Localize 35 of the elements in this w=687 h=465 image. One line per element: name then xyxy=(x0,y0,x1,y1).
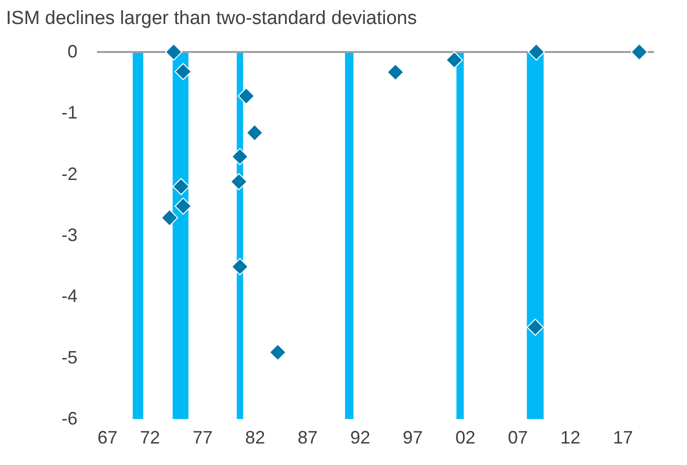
x-tick-label: 17 xyxy=(612,428,633,448)
x-tick-label: 72 xyxy=(140,428,160,448)
point xyxy=(526,318,544,336)
point xyxy=(630,43,648,61)
point xyxy=(238,87,255,105)
point xyxy=(528,43,545,61)
x-tick-label: 12 xyxy=(560,428,580,448)
point xyxy=(160,209,178,226)
x-tick-label: 92 xyxy=(350,428,370,448)
point xyxy=(269,344,286,361)
point xyxy=(230,173,248,190)
y-tick-label: -5 xyxy=(61,347,78,368)
x-tick-label: 07 xyxy=(508,428,528,448)
y-tick-label: -1 xyxy=(61,102,78,123)
point xyxy=(231,258,248,276)
point xyxy=(446,51,463,69)
point xyxy=(246,124,264,142)
point xyxy=(174,63,192,80)
chart-title: ISM declines larger than two-standard deviations xyxy=(6,8,417,29)
x-tick-label: 82 xyxy=(245,428,266,448)
x-tick-label: 87 xyxy=(298,428,318,448)
x-tick-label: 02 xyxy=(455,428,476,448)
x-tick-label: 67 xyxy=(98,428,118,448)
y-tick-label: -3 xyxy=(61,225,78,245)
y-tick-label: -6 xyxy=(61,408,78,428)
y-tick-label: 0 xyxy=(67,42,78,62)
y-tick-label: -2 xyxy=(61,164,78,184)
point xyxy=(165,43,182,61)
point xyxy=(386,64,404,81)
point xyxy=(174,198,192,215)
x-tick-label: 77 xyxy=(192,428,213,448)
point xyxy=(231,148,248,166)
y-tick-label: -4 xyxy=(61,286,78,306)
x-tick-label: 97 xyxy=(402,428,423,448)
point xyxy=(172,178,190,196)
